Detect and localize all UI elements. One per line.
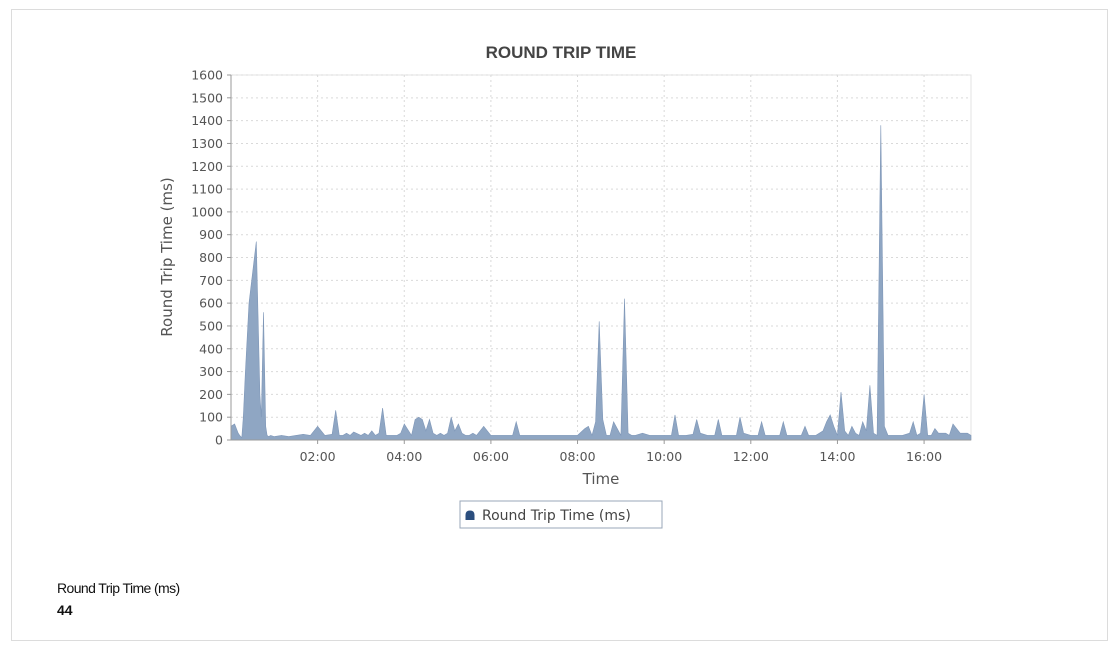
x-tick-label: 10:00 (646, 449, 682, 464)
y-tick-label: 0 (215, 433, 223, 448)
y-tick-label: 100 (199, 410, 223, 425)
chart-legend[interactable]: Round Trip Time (ms) (459, 500, 663, 529)
series-area-round-trip-time (230, 125, 972, 441)
y-tick-label: 200 (199, 387, 223, 402)
y-axis-title: Round Trip Time (ms) (158, 177, 176, 336)
y-tick-label: 600 (199, 296, 223, 311)
x-tick-label: 06:00 (473, 449, 509, 464)
x-axis-ticks: 02:00 04:00 06:00 08:00 10:00 12:00 14:00 16:00 (300, 440, 942, 464)
y-tick-label: 900 (199, 227, 223, 242)
y-tick-label: 700 (199, 273, 223, 288)
y-tick-label: 500 (199, 318, 223, 333)
y-tick-label: 1200 (191, 159, 223, 174)
y-tick-label: 1600 (191, 68, 223, 83)
metric-label: Round Trip Time (ms) (57, 580, 180, 596)
x-tick-label: 04:00 (386, 449, 422, 464)
x-tick-label: 08:00 (560, 449, 596, 464)
legend-box (459, 500, 663, 529)
y-tick-label: 1300 (191, 136, 223, 151)
y-tick-label: 1500 (191, 90, 223, 105)
y-tick-label: 1000 (191, 204, 223, 219)
y-axis-ticks: 0 100 200 300 400 500 600 700 800 900 1000 1100 1200… (191, 68, 231, 448)
x-tick-label: 14:00 (819, 449, 855, 464)
x-tick-label: 12:00 (733, 449, 769, 464)
y-tick-label: 1400 (191, 113, 223, 128)
data-area-layer (230, 125, 972, 441)
legend-area-icon (465, 510, 475, 520)
y-tick-label: 400 (199, 341, 223, 356)
legend-series-label: Round Trip Time (ms) (482, 508, 631, 524)
x-tick-label: 02:00 (300, 449, 336, 464)
metric-value: 44 (57, 602, 73, 618)
chart-title: ROUND TRIP TIME (486, 43, 637, 62)
y-tick-label: 800 (199, 250, 223, 265)
x-tick-label: 16:00 (906, 449, 942, 464)
y-tick-label: 1100 (191, 182, 223, 197)
y-tick-label: 300 (199, 364, 223, 379)
x-axis-title: Time (582, 470, 620, 488)
